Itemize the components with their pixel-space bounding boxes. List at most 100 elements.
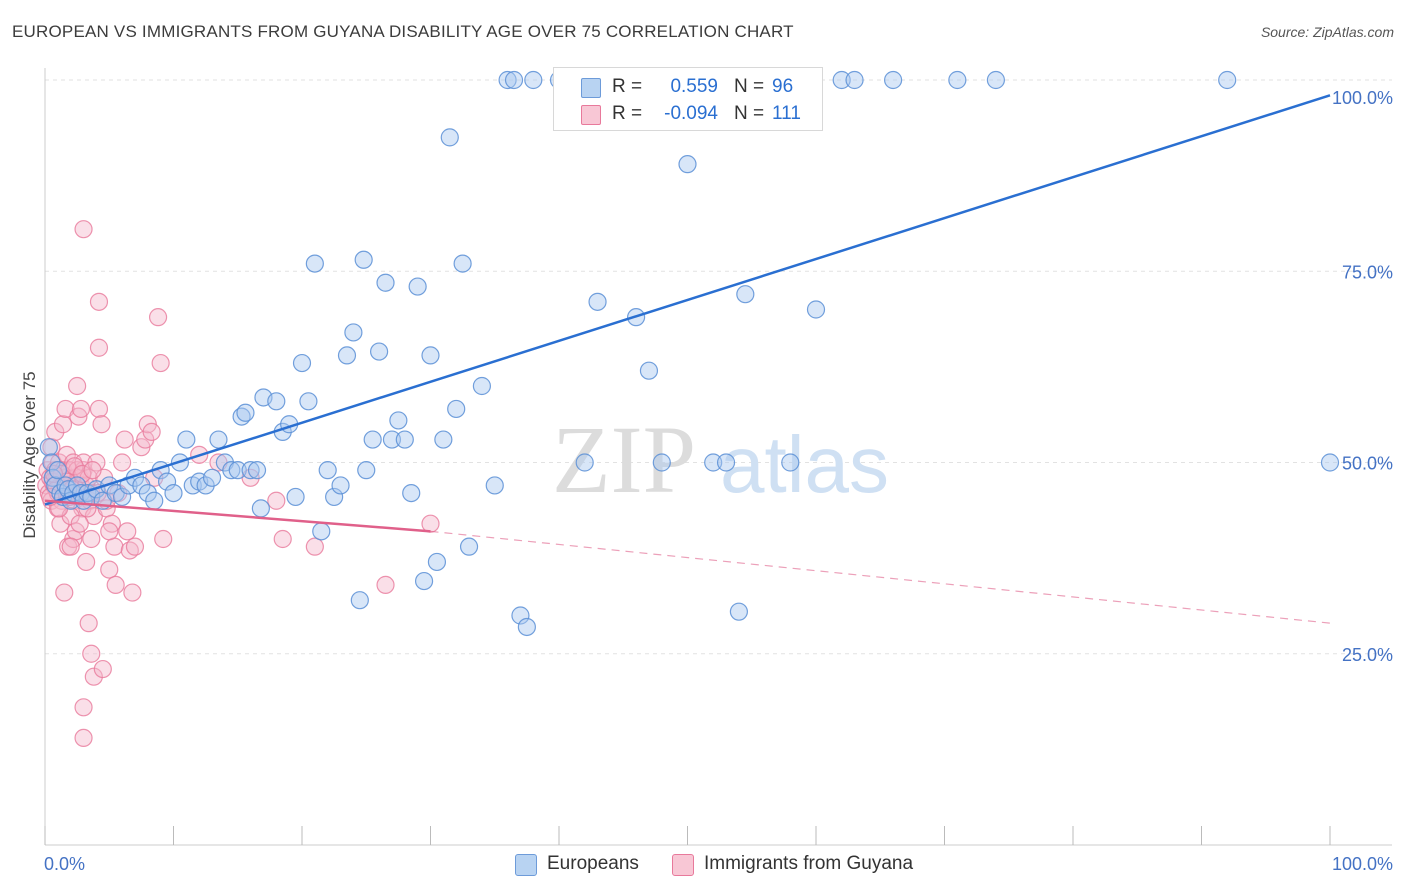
point-europeans (145, 491, 164, 510)
watermark-zip: ZIP (552, 406, 696, 513)
point-europeans (376, 273, 395, 292)
point-europeans (806, 300, 826, 319)
point-europeans (331, 476, 350, 495)
point-europeans (209, 430, 228, 449)
legend-r-label: R = (612, 103, 643, 124)
point-europeans (440, 128, 459, 147)
point-guyana (89, 292, 109, 311)
point-europeans (318, 461, 337, 480)
point-guyana (151, 353, 170, 373)
point-guyana (77, 552, 96, 572)
point-europeans (948, 70, 967, 90)
chart-title: EUROPEAN VS IMMIGRANTS FROM GUYANA DISAB… (12, 22, 794, 41)
legend-r-value: -0.094 (664, 103, 718, 124)
legend-swatch-guyana (672, 854, 694, 876)
point-guyana (118, 522, 137, 541)
point-europeans (588, 292, 607, 311)
point-europeans (736, 285, 755, 304)
grid-lines (45, 79, 1392, 655)
point-guyana (82, 644, 101, 663)
point-guyana (123, 583, 142, 602)
trend-line-europeans (44, 94, 1331, 506)
point-europeans (402, 484, 421, 503)
point-europeans (112, 487, 132, 507)
point-guyana (125, 537, 145, 556)
point-europeans (305, 254, 324, 273)
series-legend: Europeans Immigrants from Guyana (0, 851, 1406, 879)
point-europeans (434, 430, 453, 449)
point-europeans (781, 453, 800, 472)
point-guyana (70, 514, 89, 533)
europeans-points (39, 70, 1340, 637)
point-guyana (115, 430, 134, 449)
legend-swatch-guyana (581, 105, 601, 125)
point-europeans (652, 453, 671, 472)
point-europeans (459, 537, 479, 556)
point-guyana (142, 422, 161, 441)
legend-label-guyana: Immigrants from Guyana (704, 853, 914, 874)
point-europeans (228, 461, 247, 480)
point-europeans (414, 571, 434, 591)
legend-n-value: 111 (772, 103, 801, 124)
point-europeans (498, 70, 517, 90)
point-guyana (51, 514, 70, 533)
point-guyana (106, 575, 125, 595)
point-europeans (157, 472, 177, 491)
point-guyana (89, 399, 109, 419)
point-europeans (575, 453, 594, 472)
point-europeans (222, 461, 241, 480)
point-europeans (517, 617, 536, 637)
point-europeans (729, 602, 749, 621)
point-europeans (504, 70, 524, 90)
x-tick-label: 100.0% (1332, 854, 1393, 874)
point-guyana (305, 537, 324, 556)
point-europeans (236, 403, 255, 422)
point-europeans (299, 392, 318, 411)
source-label: Source: ZipAtlas.com (1260, 24, 1394, 40)
point-guyana (71, 399, 91, 419)
trend-line-guyana (44, 499, 431, 533)
point-europeans (363, 430, 382, 449)
point-europeans (639, 361, 659, 380)
point-guyana (74, 220, 93, 239)
point-guyana (112, 453, 132, 472)
point-europeans (292, 353, 312, 373)
legend-n-label: N = (734, 76, 765, 97)
point-guyana (74, 728, 93, 748)
point-europeans (832, 70, 851, 90)
trend-extension-guyana (430, 530, 1331, 624)
point-guyana (83, 461, 102, 480)
point-europeans (678, 155, 697, 174)
point-europeans (408, 277, 427, 296)
y-axis-label: Disability Age Over 75 (20, 371, 39, 538)
point-europeans (325, 487, 344, 507)
legend-r-label: R = (612, 76, 643, 97)
tick-labels: 25.0% 50.0% 75.0% 100.0% 0.0% 100.0% (44, 88, 1393, 874)
point-guyana (267, 491, 286, 510)
point-europeans (337, 346, 357, 365)
legend-swatch-europeans (515, 854, 537, 876)
point-europeans (395, 430, 414, 449)
point-europeans (883, 70, 903, 90)
point-europeans (354, 250, 373, 269)
point-europeans (389, 411, 408, 430)
point-europeans (177, 430, 196, 449)
point-guyana (61, 537, 80, 556)
point-guyana (421, 514, 440, 533)
point-guyana (100, 522, 119, 541)
point-guyana (82, 529, 101, 549)
point-europeans (344, 323, 363, 342)
point-europeans (251, 499, 270, 518)
point-guyana (92, 415, 111, 434)
point-europeans (247, 461, 267, 480)
y-tick-label: 75.0% (1342, 262, 1393, 282)
point-europeans (1218, 70, 1237, 90)
legend-row-europeans: R = 0.559 N = 96 (554, 74, 822, 102)
point-guyana (89, 338, 109, 357)
trend-lines (44, 94, 1331, 624)
point-guyana (68, 376, 87, 396)
point-guyana (273, 529, 292, 549)
point-europeans (716, 453, 736, 472)
point-guyana (55, 583, 74, 602)
point-europeans (202, 468, 222, 487)
